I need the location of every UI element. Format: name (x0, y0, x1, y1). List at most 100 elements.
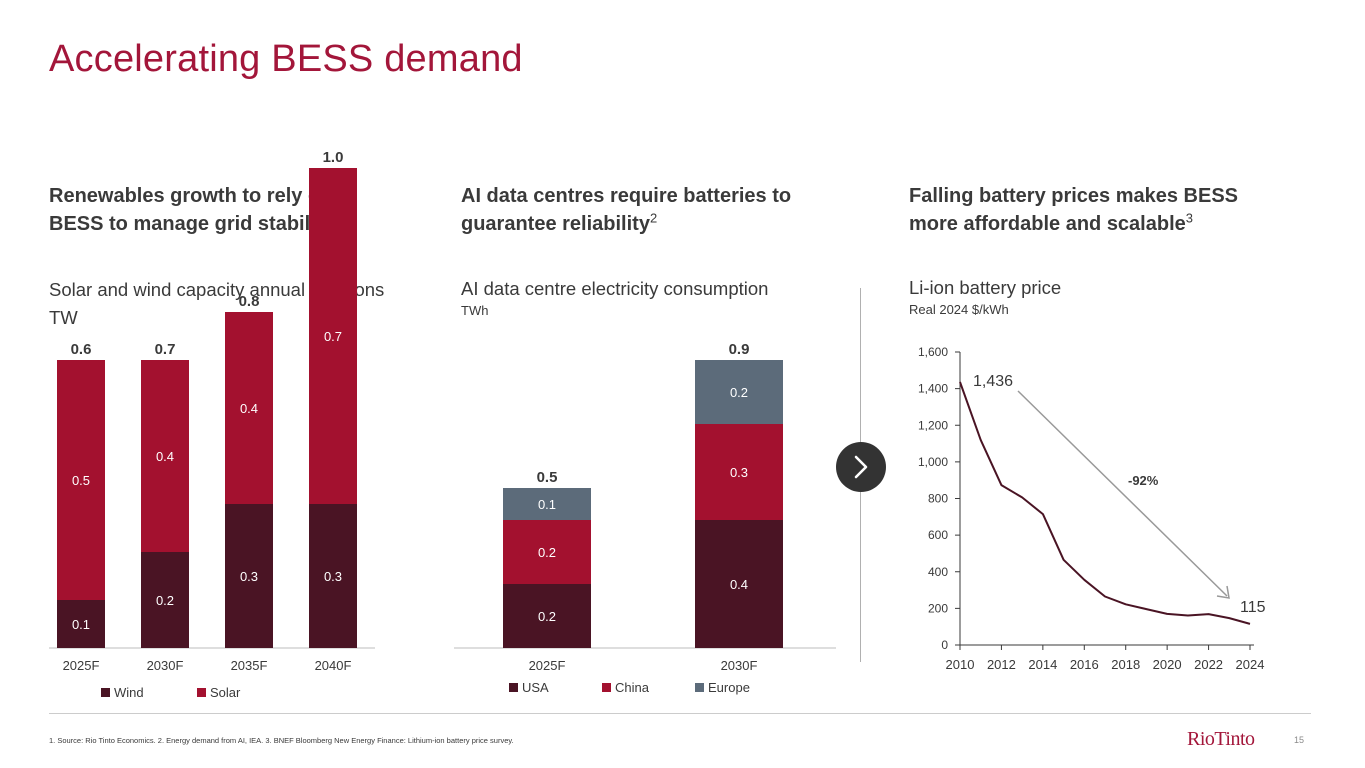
chart3-x-tick: 2020 (1153, 657, 1182, 672)
chart3-x-tick: 2024 (1236, 657, 1265, 672)
chart3-change-label: -92% (1128, 473, 1159, 488)
chart1-x-tick: 2025F (63, 658, 100, 673)
chart3-y-tick: 600 (928, 528, 948, 542)
chart2-bar-europe-2025f (503, 488, 591, 520)
chart1-bar-solar-2035f (225, 312, 273, 504)
chart1-bar-label: 0.7 (324, 329, 342, 344)
chart-3-unit: Real 2024 $/kWh (909, 302, 1009, 317)
chart3-x-tick: 2018 (1111, 657, 1140, 672)
chart2-bar-usa-2030f (695, 520, 783, 648)
chart3-y-tick: 1,400 (918, 382, 948, 396)
chart1-legend-label-solar: Solar (210, 685, 241, 700)
chart1-bar-label: 0.4 (240, 401, 258, 416)
chart-2-unit: TWh (461, 303, 489, 318)
chart3-x-tick: 2010 (946, 657, 975, 672)
column-3-heading: Falling battery prices makes BESS more a… (909, 182, 1238, 238)
chart2-bar-label: 0.2 (538, 545, 556, 560)
chart1-bar-solar-2040f (309, 168, 357, 504)
chart3-y-tick: 1,600 (918, 345, 948, 359)
chart3-x-tick: 2012 (987, 657, 1016, 672)
chart3-y-tick: 800 (928, 492, 948, 506)
chart1-bar-label: 0.1 (72, 617, 90, 632)
chart1-legend-swatch-solar (197, 688, 206, 697)
chart3-end-label: 115 (1240, 599, 1266, 616)
footnote: 1. Source: Rio Tinto Economics. 2. Energ… (49, 736, 514, 745)
chart2-bar-label: 0.3 (730, 465, 748, 480)
footer-rule (49, 713, 1311, 714)
column-2-heading-line2: guarantee reliability (461, 213, 650, 235)
chart3-y-tick: 1,200 (918, 418, 948, 432)
chart2-bar-label: 0.2 (730, 385, 748, 400)
chart1-x-tick: 2040F (315, 658, 352, 673)
page-title: Accelerating BESS demand (49, 38, 523, 80)
column-3-heading-footnote: 3 (1185, 210, 1193, 226)
column-3-heading-line1: Falling battery prices makes BESS (909, 185, 1239, 207)
chart2-bar-label: 0.2 (538, 609, 556, 624)
rio-tinto-logo: RioTinto (1187, 728, 1255, 750)
chart1-bar-label: 0.4 (156, 449, 174, 464)
column-2-heading-line1: AI data centres require batteries to (461, 185, 792, 207)
chart2-legend-swatch-europe (695, 683, 704, 692)
column-1-heading-line1: Renewables growth to rely on (49, 185, 333, 207)
chart2-bar-china-2025f (503, 520, 591, 584)
chart3-y-tick: 400 (928, 565, 948, 579)
chart2-x-tick: 2030F (721, 658, 758, 673)
chart1-bar-label: 0.3 (240, 569, 258, 584)
next-button[interactable] (836, 442, 886, 492)
column-1-heading-line2: BESS to manage grid stability (49, 213, 334, 235)
chart3-start-label: 1,436 (973, 373, 1013, 390)
chart2-x-tick: 2025F (529, 658, 566, 673)
chart2-legend-label-europe: Europe (708, 680, 750, 695)
chart3-trend-arrowhead (1216, 585, 1230, 599)
chart2-legend-swatch-china (602, 683, 611, 692)
chart2-legend-label-china: China (615, 680, 650, 695)
chart-1-unit: TW (49, 307, 78, 328)
chart1-bar-wind-2025f (57, 600, 105, 648)
chart1-bar-wind-2040f (309, 504, 357, 648)
chart-1-title: Solar and wind capacity annual additions (49, 279, 385, 300)
chart2-total-label: 0.9 (729, 341, 750, 358)
chart2-total-label: 0.5 (537, 469, 558, 486)
page-number: 15 (1294, 735, 1305, 745)
column-3-heading-line2: more affordable and scalable (909, 213, 1186, 235)
chart-3-title: Li-ion battery price (909, 277, 1062, 298)
chart1-total-label: 0.7 (155, 341, 176, 358)
chart2-bar-usa-2025f (503, 584, 591, 648)
chart2-bar-china-2030f (695, 424, 783, 520)
chart2-legend-swatch-usa (509, 683, 518, 692)
chart2-bar-europe-2030f (695, 360, 783, 424)
chart3-x-tick: 2016 (1070, 657, 1099, 672)
chart3-y-tick: 1,000 (918, 455, 948, 469)
chart1-bar-wind-2035f (225, 504, 273, 648)
chart1-x-tick: 2035F (231, 658, 268, 673)
chart-2-title: AI data centre electricity consumption (461, 278, 769, 299)
chart1-total-label: 0.6 (71, 341, 92, 358)
chart3-price-line (959, 381, 1251, 625)
chart1-x-tick: 2030F (147, 658, 184, 673)
column-2-heading: AI data centres require batteries to gua… (461, 182, 791, 238)
chart3-x-tick: 2014 (1028, 657, 1057, 672)
chart3-y-tick: 0 (941, 638, 948, 652)
chart3-trend-arrow (1017, 390, 1228, 597)
chart2-legend-label-usa: USA (522, 680, 549, 695)
chart1-total-label: 0.8 (239, 293, 260, 310)
column-1-heading: Renewables growth to rely on BESS to man… (49, 182, 334, 238)
chart1-total-label: 1.0 (323, 149, 344, 166)
chart1-legend-swatch-wind (101, 688, 110, 697)
chart3-y-tick: 200 (928, 601, 948, 615)
chart1-bar-solar-2030f (141, 360, 189, 552)
chart1-bar-label: 0.5 (72, 473, 90, 488)
chart2-bar-label: 0.1 (538, 497, 556, 512)
chart1-bar-label: 0.3 (324, 569, 342, 584)
chart1-bar-solar-2025f (57, 360, 105, 600)
chart1-bar-wind-2030f (141, 552, 189, 648)
chart1-bar-label: 0.2 (156, 593, 174, 608)
chevron-right-icon (854, 455, 868, 479)
chart2-bar-label: 0.4 (730, 577, 748, 592)
column-2-heading-footnote: 2 (649, 210, 658, 226)
chart3-x-tick: 2022 (1194, 657, 1223, 672)
chart1-legend-label-wind: Wind (114, 685, 144, 700)
